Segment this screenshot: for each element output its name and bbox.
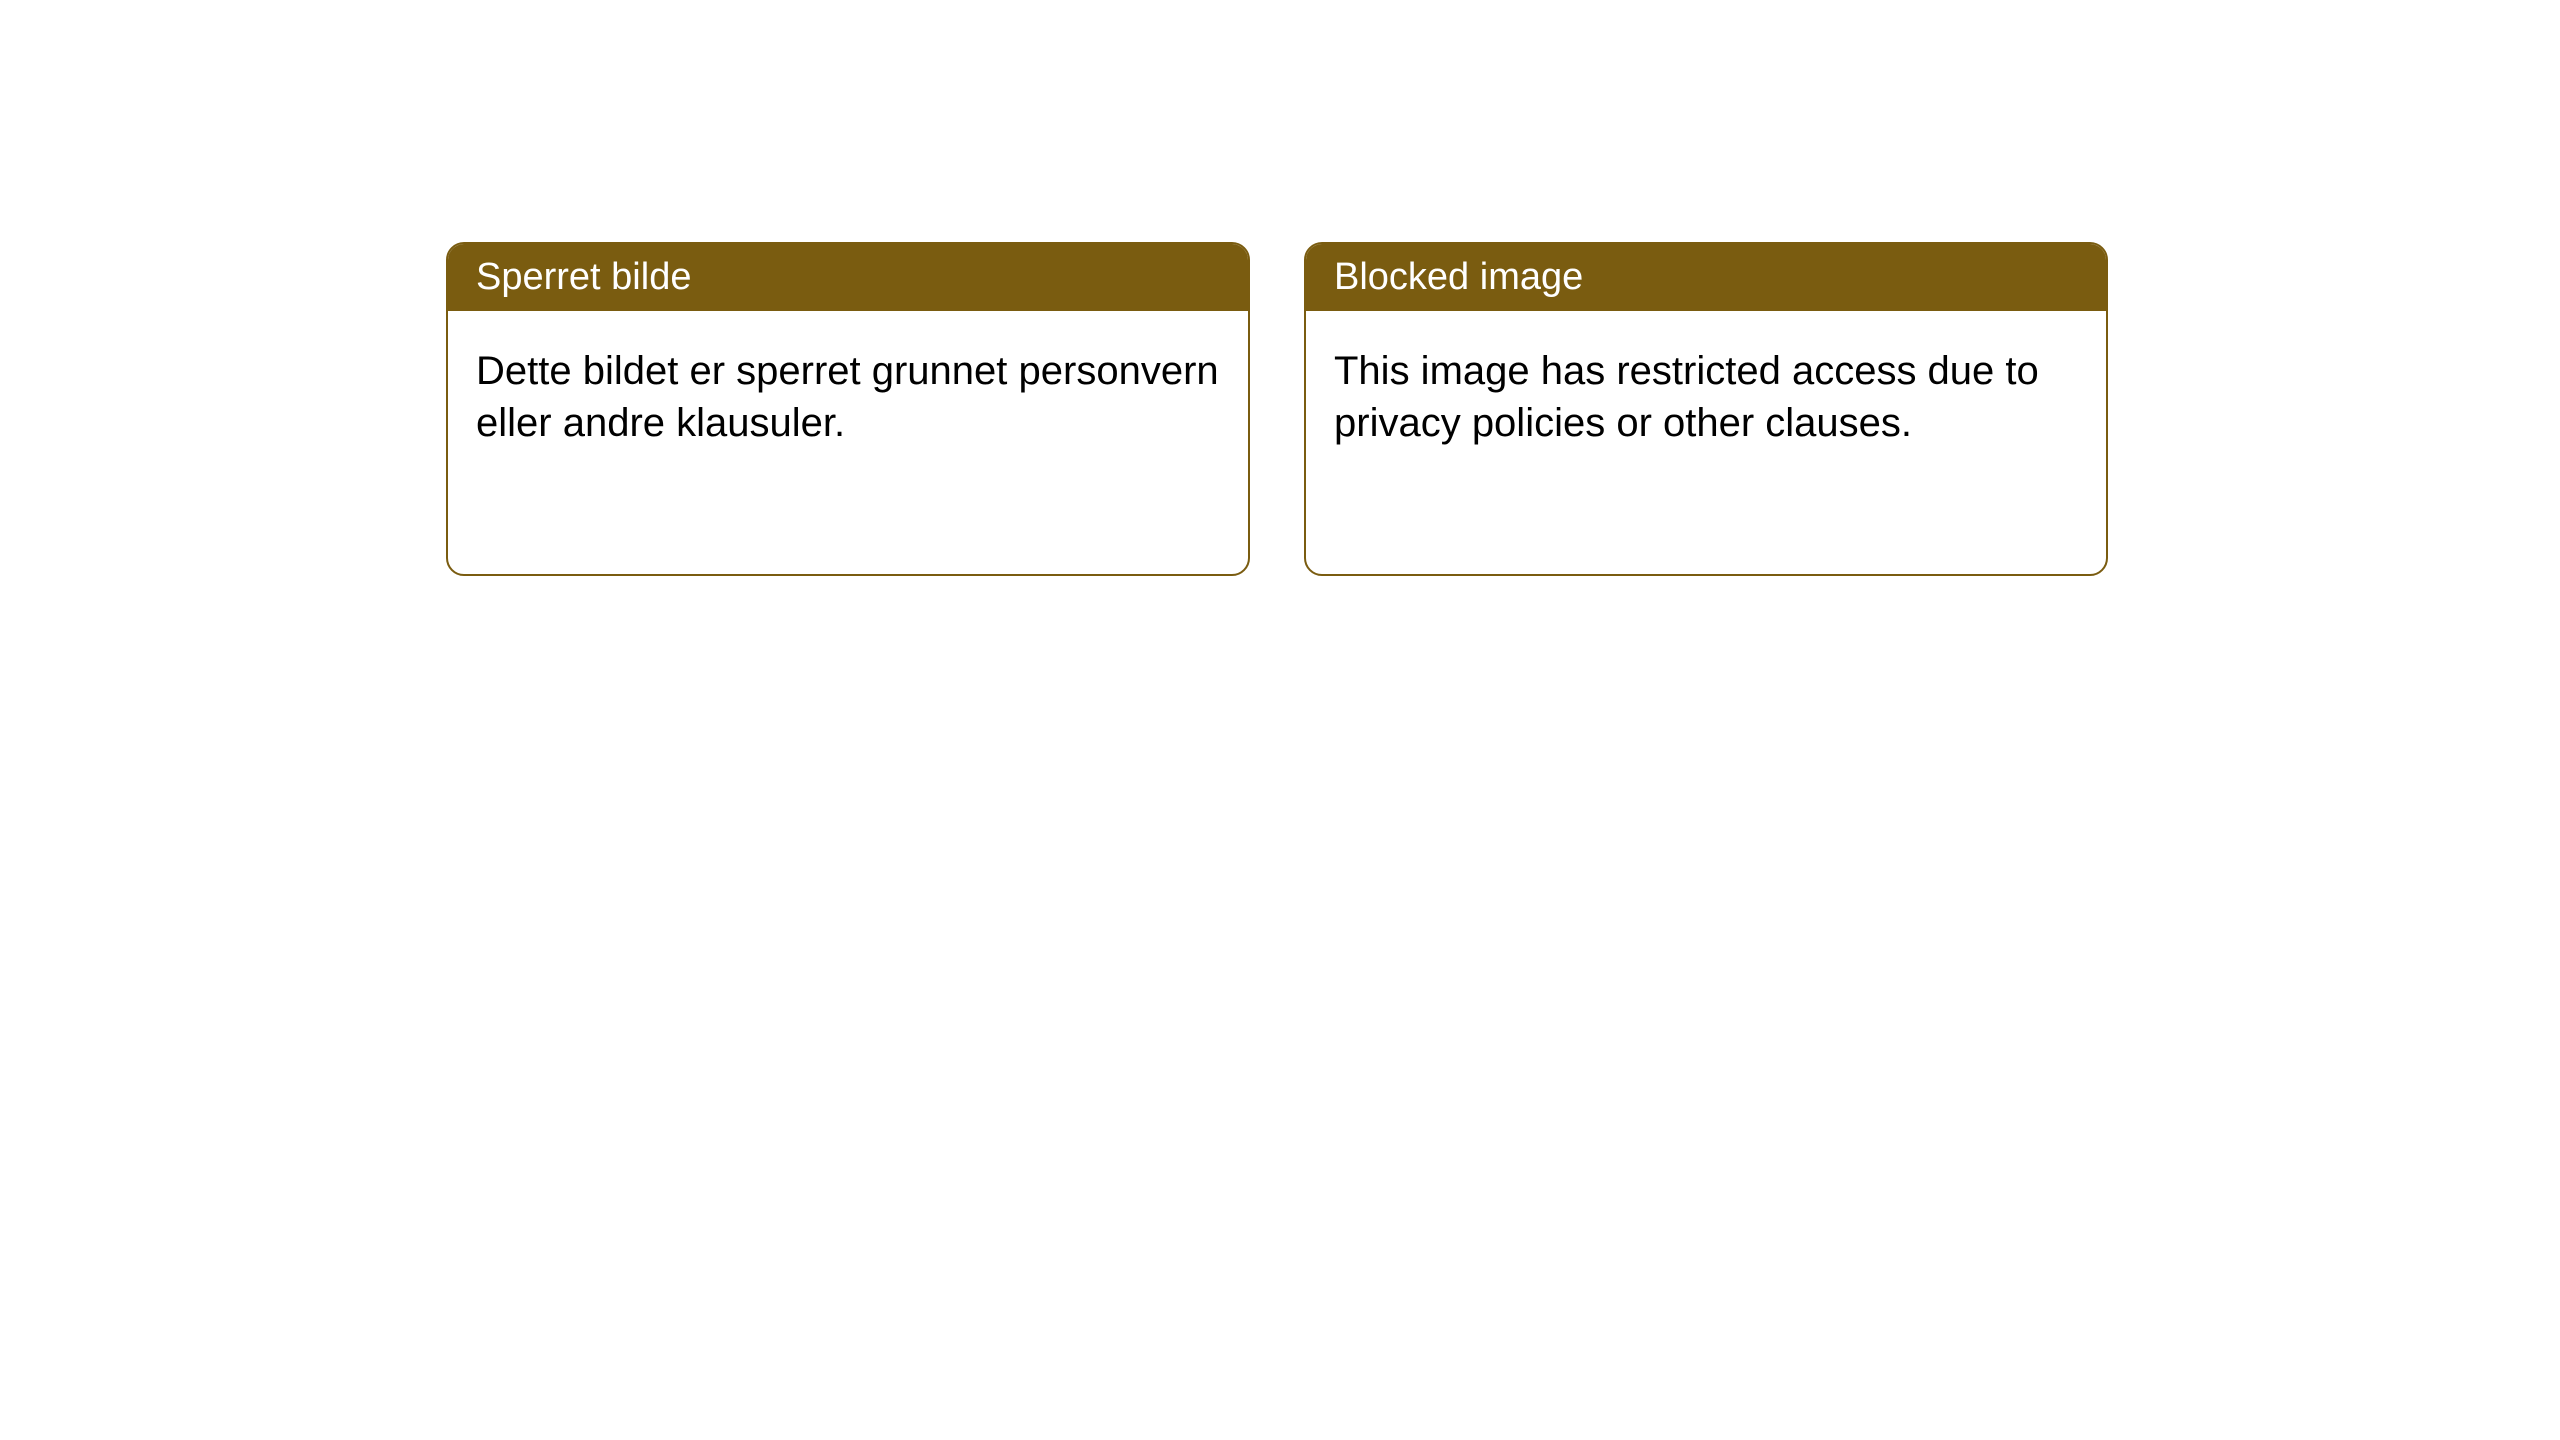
notice-body: This image has restricted access due to … bbox=[1306, 311, 2106, 483]
notice-card-english: Blocked image This image has restricted … bbox=[1304, 242, 2108, 576]
notice-card-norwegian: Sperret bilde Dette bildet er sperret gr… bbox=[446, 242, 1250, 576]
notice-title: Blocked image bbox=[1334, 256, 1583, 298]
notice-title: Sperret bilde bbox=[476, 256, 691, 298]
notice-container: Sperret bilde Dette bildet er sperret gr… bbox=[446, 242, 2108, 576]
notice-body-text: This image has restricted access due to … bbox=[1334, 349, 2039, 445]
notice-header: Sperret bilde bbox=[448, 244, 1248, 311]
notice-header: Blocked image bbox=[1306, 244, 2106, 311]
notice-body-text: Dette bildet er sperret grunnet personve… bbox=[476, 349, 1219, 445]
notice-body: Dette bildet er sperret grunnet personve… bbox=[448, 311, 1248, 483]
